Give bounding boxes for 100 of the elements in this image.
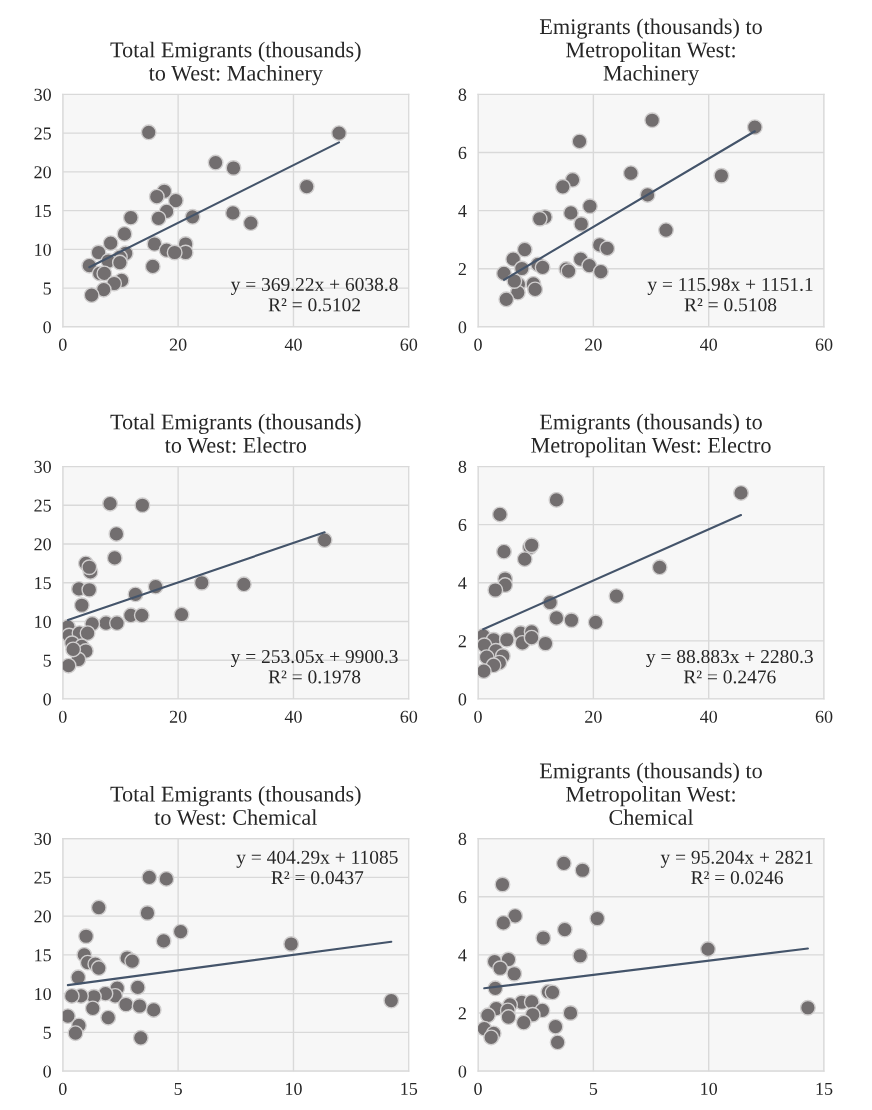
annotation: y = 95.204x + 2821 R² = 0.0246	[660, 850, 813, 885]
point	[713, 167, 730, 184]
point	[62, 657, 77, 674]
point	[700, 941, 716, 958]
point	[658, 222, 675, 239]
x-tick-label: 60	[815, 338, 833, 351]
y-tick-label: 2	[458, 1007, 466, 1020]
point	[556, 921, 573, 938]
x-tick-label: 20	[585, 710, 602, 723]
point	[592, 263, 609, 280]
point	[63, 987, 80, 1004]
y-tick-label: 10	[35, 615, 51, 628]
x-tick-label: 20	[585, 338, 602, 351]
point	[129, 979, 146, 996]
point	[109, 615, 125, 632]
point	[144, 258, 161, 275]
point	[608, 588, 625, 605]
x-tick-label: 10	[286, 1082, 302, 1095]
point	[73, 597, 90, 614]
x-tick-label: 5	[589, 1082, 598, 1095]
point	[515, 1014, 532, 1031]
point	[90, 244, 107, 261]
y-tick-label: 0	[458, 321, 467, 334]
x-tick-label: 0	[58, 1082, 67, 1095]
x-tick-label: 0	[474, 1082, 482, 1095]
point	[106, 549, 123, 566]
y-tick-label: 10	[35, 243, 51, 256]
point	[548, 609, 565, 626]
y-tick-label: 5	[43, 654, 51, 667]
point	[79, 625, 96, 642]
y-tick-label: 8	[458, 460, 467, 473]
y-tick-label: 0	[43, 321, 51, 334]
y-tick-label: 4	[458, 205, 467, 217]
y-tick-label: 0	[43, 1065, 51, 1078]
point	[146, 235, 163, 252]
y-tick-label: 30	[34, 832, 51, 846]
point	[145, 1001, 162, 1018]
point	[140, 124, 157, 141]
point	[139, 905, 156, 921]
point	[495, 543, 512, 560]
point	[90, 899, 107, 916]
x-tick-label: 0	[474, 338, 482, 351]
x-tick-label: 40	[700, 710, 718, 723]
y-tick-label: 20	[34, 166, 51, 179]
point	[622, 165, 639, 182]
point	[141, 869, 158, 886]
point	[331, 125, 348, 142]
point	[65, 641, 82, 658]
annotation: y = 253.05x + 9900.3 R² = 0.1978	[230, 649, 398, 684]
y-tick-label: 6	[458, 518, 467, 532]
point	[548, 491, 565, 508]
chart-title: Emigrants (thousands) to Metropolitan West: Electro	[531, 413, 771, 458]
y-tick-label: 10	[35, 987, 51, 1001]
point	[554, 178, 571, 195]
x-tick-label: 20	[169, 338, 187, 351]
point	[131, 998, 148, 1015]
chart-title: Total Emigrants (thousands) to West: Electro	[110, 413, 361, 453]
y-tick-label: 15	[35, 949, 51, 962]
point	[498, 631, 515, 648]
point	[116, 225, 133, 242]
point	[148, 188, 165, 205]
point	[193, 574, 210, 591]
point	[563, 612, 580, 629]
point	[547, 1018, 564, 1035]
point	[555, 855, 572, 872]
y-tick-label: 30	[34, 88, 51, 101]
point	[507, 907, 524, 924]
point	[172, 923, 189, 940]
point	[133, 607, 150, 624]
point	[587, 614, 604, 631]
point	[523, 629, 540, 646]
x-tick-label: 15	[816, 1082, 833, 1095]
point	[527, 281, 544, 298]
point	[134, 497, 151, 514]
point	[242, 215, 259, 232]
point	[167, 192, 184, 209]
point	[535, 930, 552, 946]
point	[298, 178, 315, 195]
point	[81, 559, 98, 576]
x-tick-label: 40	[700, 338, 718, 351]
y-tick-label: 8	[458, 88, 467, 101]
y-tick-label: 2	[458, 635, 466, 648]
point	[516, 241, 533, 258]
chart-title: Emigrants (thousands) to Metropolitan West: Machinery	[539, 18, 762, 86]
point	[100, 1009, 117, 1026]
point	[516, 551, 533, 568]
point	[102, 495, 119, 512]
y-tick-label: 15	[35, 577, 51, 590]
y-tick-label: 25	[34, 871, 51, 884]
point	[95, 281, 112, 298]
point	[534, 259, 551, 276]
annotation: y = 115.98x + 1151.1 R² = 0.5108	[647, 277, 813, 312]
y-tick-label: 6	[458, 146, 467, 159]
point	[537, 635, 554, 652]
x-tick-label: 5	[174, 1082, 182, 1095]
x-tick-label: 0	[474, 710, 482, 723]
y-tick-label: 25	[34, 499, 51, 512]
point	[483, 1029, 500, 1046]
point	[102, 235, 119, 252]
x-tick-label: 40	[284, 338, 302, 351]
